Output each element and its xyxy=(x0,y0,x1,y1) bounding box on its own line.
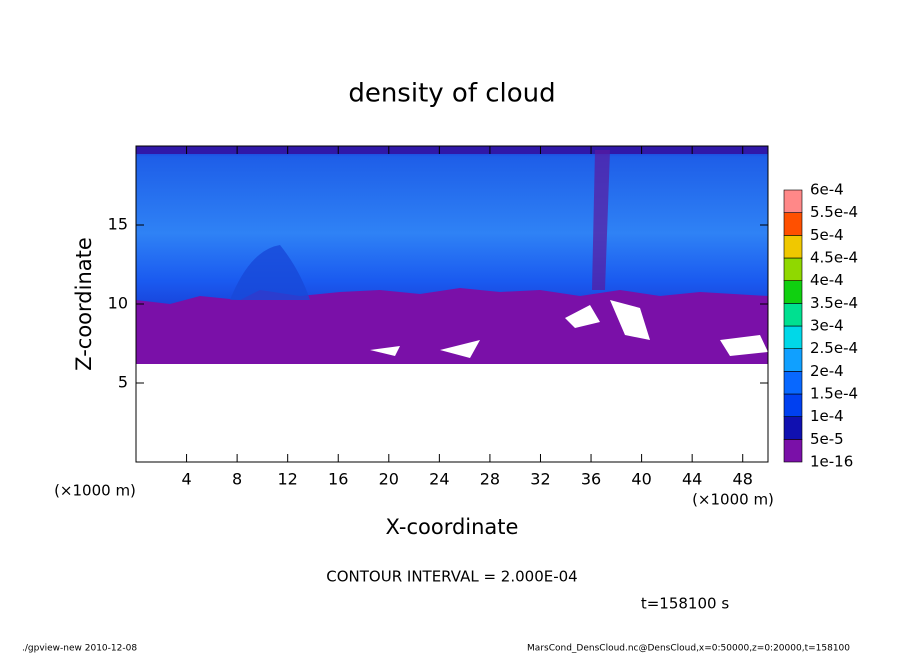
contour-interval: CONTOUR INTERVAL = 2.000E-04 xyxy=(326,568,577,586)
field-purple xyxy=(136,288,768,364)
colorbar-box xyxy=(783,325,803,349)
colorbar-label: 5.5e-4 xyxy=(810,203,858,221)
footer-right: MarsCond_DensCloud.nc@DensCloud,x=0:5000… xyxy=(527,644,850,654)
colorbar-label: 2.5e-4 xyxy=(810,339,858,357)
footer-left: ./gpview-new 2010-12-08 xyxy=(22,644,137,654)
colorbar-box xyxy=(783,416,803,440)
y-tick-label: 10 xyxy=(108,294,128,313)
colorbar-label: 6e-4 xyxy=(810,181,844,199)
y-axis-label: Z-coordinate xyxy=(72,237,96,371)
colorbar-label: 3e-4 xyxy=(810,317,844,335)
time-label: t=158100 s xyxy=(641,595,729,613)
field-holes xyxy=(370,300,768,358)
colorbar-box xyxy=(783,257,803,281)
colorbar-label: 3.5e-4 xyxy=(810,294,858,312)
colorbar-label: 1e-16 xyxy=(810,453,853,471)
y-tick-label: 5 xyxy=(118,373,128,392)
x-tick-label: 32 xyxy=(530,470,550,489)
field-column xyxy=(592,150,610,290)
colorbar-box xyxy=(783,303,803,327)
colorbar-label: 2e-4 xyxy=(810,362,844,380)
x-tick-label: 16 xyxy=(328,470,348,489)
field-plume xyxy=(230,245,310,300)
colorbar-label: 5e-4 xyxy=(810,226,844,244)
x-tick-label: 24 xyxy=(429,470,449,489)
colorbar-box xyxy=(783,371,803,395)
x-unit: (×1000 m) xyxy=(692,491,774,509)
colorbar-label: 4.5e-4 xyxy=(810,249,858,267)
x-tick-label: 48 xyxy=(733,470,753,489)
colorbar-label: 5e-5 xyxy=(810,430,844,448)
colorbar-label: 1.5e-4 xyxy=(810,385,858,403)
field-empty xyxy=(136,364,768,462)
x-tick-label: 12 xyxy=(278,470,298,489)
x-tick-label: 44 xyxy=(682,470,702,489)
colorbar-label: 1e-4 xyxy=(810,407,844,425)
colorbar-box xyxy=(783,393,803,417)
colorbar-box xyxy=(783,212,803,236)
y-unit: (×1000 m) xyxy=(54,482,136,500)
field-top-band xyxy=(136,146,768,154)
colorbar-box xyxy=(783,280,803,304)
x-axis-label: X-coordinate xyxy=(386,515,519,539)
x-tick-label: 40 xyxy=(631,470,651,489)
colorbar-label: 4e-4 xyxy=(810,271,844,289)
colorbar-box xyxy=(783,348,803,372)
colorbar-box xyxy=(783,189,803,213)
x-tick-label: 36 xyxy=(581,470,601,489)
contour-field xyxy=(136,146,768,462)
y-tick-label: 15 xyxy=(108,215,128,234)
x-tick-label: 20 xyxy=(379,470,399,489)
x-tick-label: 8 xyxy=(232,470,242,489)
x-tick-label: 4 xyxy=(181,470,191,489)
x-tick-label: 28 xyxy=(480,470,500,489)
chart-title: density of cloud xyxy=(348,79,555,109)
colorbar-box xyxy=(783,235,803,259)
colorbar-box xyxy=(783,439,803,463)
